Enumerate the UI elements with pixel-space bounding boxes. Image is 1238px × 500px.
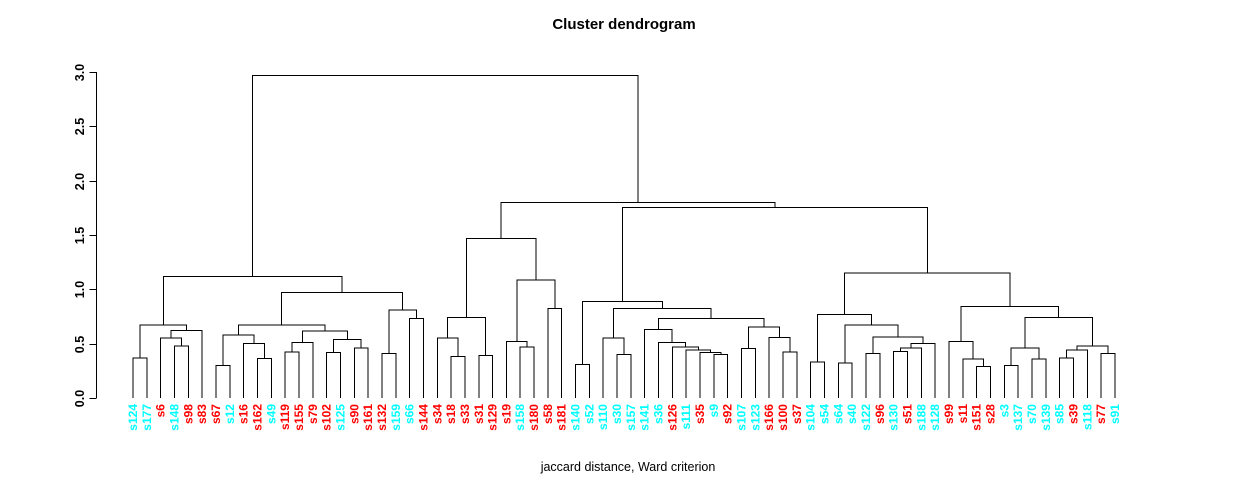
leaf-labels: s124 s177 s6 s148 s98 s83 s67 s12 s16 s162 s49 s119…: [126, 404, 1122, 431]
leaf-label: s188: [914, 404, 928, 431]
leaf-label: s107: [735, 404, 749, 431]
y-axis: 0.0 0.5 1.0 1.5 2.0 2.5 3.0: [73, 64, 97, 407]
leaf-label: s54: [818, 404, 832, 424]
leaf-label: s33: [458, 404, 472, 424]
leaf-label: s12: [223, 404, 237, 424]
leaf-label: s34: [430, 404, 444, 424]
dendrogram-tree: [132, 74, 1116, 398]
chart-title: Cluster dendrogram: [552, 16, 695, 33]
y-tick-label: 1.0: [73, 281, 87, 298]
leaf-label: s39: [1066, 404, 1080, 424]
leaf-label: s52: [582, 404, 596, 424]
leaf-label: s9: [707, 404, 721, 418]
leaf-label: s151: [970, 404, 984, 431]
y-tick-label: 3.0: [73, 64, 87, 81]
leaf-label: s181: [555, 404, 569, 431]
leaf-label: s11: [956, 404, 970, 424]
leaf-label: s66: [403, 404, 417, 424]
chart-subtitle: jaccard distance, Ward criterion: [540, 460, 716, 474]
leaf-label: s67: [209, 404, 223, 424]
dendrogram-lines-path: [132, 74, 1116, 398]
leaf-label: s118: [1080, 404, 1094, 430]
leaf-label: s166: [762, 404, 776, 431]
leaf-label: s79: [306, 404, 320, 424]
leaf-label: s159: [389, 404, 403, 431]
leaf-label: s100: [776, 404, 790, 431]
leaf-label: s125: [333, 404, 347, 431]
y-tick-label: 0.0: [73, 390, 87, 407]
leaf-label: s119: [278, 404, 292, 430]
leaf-label: s140: [569, 404, 583, 431]
leaf-label: s99: [942, 404, 956, 424]
leaf-label: s70: [1025, 404, 1039, 424]
leaf-label: s110: [596, 404, 610, 430]
leaf-label: s139: [1039, 404, 1053, 431]
leaf-label: s162: [250, 404, 264, 431]
leaf-label: s64: [831, 404, 845, 424]
leaf-label: s128: [928, 404, 942, 431]
y-tick-label: 1.5: [73, 227, 87, 244]
leaf-label: s155: [292, 404, 306, 431]
leaf-label: s137: [1011, 404, 1025, 431]
leaf-label: s124: [126, 404, 140, 431]
leaf-label: s98: [181, 404, 195, 424]
leaf-label: s180: [527, 404, 541, 431]
leaf-label: s177: [140, 404, 154, 431]
leaf-label: s123: [748, 404, 762, 431]
leaf-label: s132: [375, 404, 389, 431]
leaf-label: s40: [845, 404, 859, 424]
leaf-label: s157: [624, 404, 638, 431]
leaf-label: s58: [541, 404, 555, 424]
leaf-label: s122: [859, 404, 873, 431]
leaf-label: s141: [638, 404, 652, 431]
y-tick-label: 2.5: [73, 118, 87, 135]
leaf-label: s6: [154, 404, 168, 418]
leaf-label: s102: [320, 404, 334, 431]
leaf-label: s77: [1094, 404, 1108, 424]
leaf-label: s35: [693, 404, 707, 424]
leaf-label: s28: [983, 404, 997, 424]
leaf-label: s18: [444, 404, 458, 424]
leaf-label: s144: [416, 404, 430, 431]
leaf-label: s111: [679, 404, 693, 430]
leaf-label: s148: [167, 404, 181, 431]
leaf-label: s49: [264, 404, 278, 424]
leaf-label: s104: [804, 404, 818, 431]
leaf-label: s31: [472, 404, 486, 424]
leaf-label: s129: [486, 404, 500, 431]
leaf-label: s85: [1053, 404, 1067, 424]
leaf-label: s130: [887, 404, 901, 431]
leaf-label: s96: [873, 404, 887, 424]
leaf-label: s37: [790, 404, 804, 424]
leaf-label: s91: [1108, 404, 1122, 424]
y-tick-label: 0.5: [73, 336, 87, 353]
y-tick-label: 2.0: [73, 173, 87, 190]
leaf-label: s30: [610, 404, 624, 424]
leaf-label: s83: [195, 404, 209, 424]
leaf-label: s16: [237, 404, 251, 424]
leaf-label: s3: [997, 404, 1011, 418]
leaf-label: s51: [900, 404, 914, 424]
leaf-label: s36: [652, 404, 666, 424]
leaf-label: s126: [665, 404, 679, 431]
leaf-label: s92: [721, 404, 735, 424]
leaf-label: s161: [361, 404, 375, 431]
leaf-label: s158: [513, 404, 527, 431]
leaf-label: s19: [499, 404, 513, 424]
leaf-label: s90: [347, 404, 361, 424]
